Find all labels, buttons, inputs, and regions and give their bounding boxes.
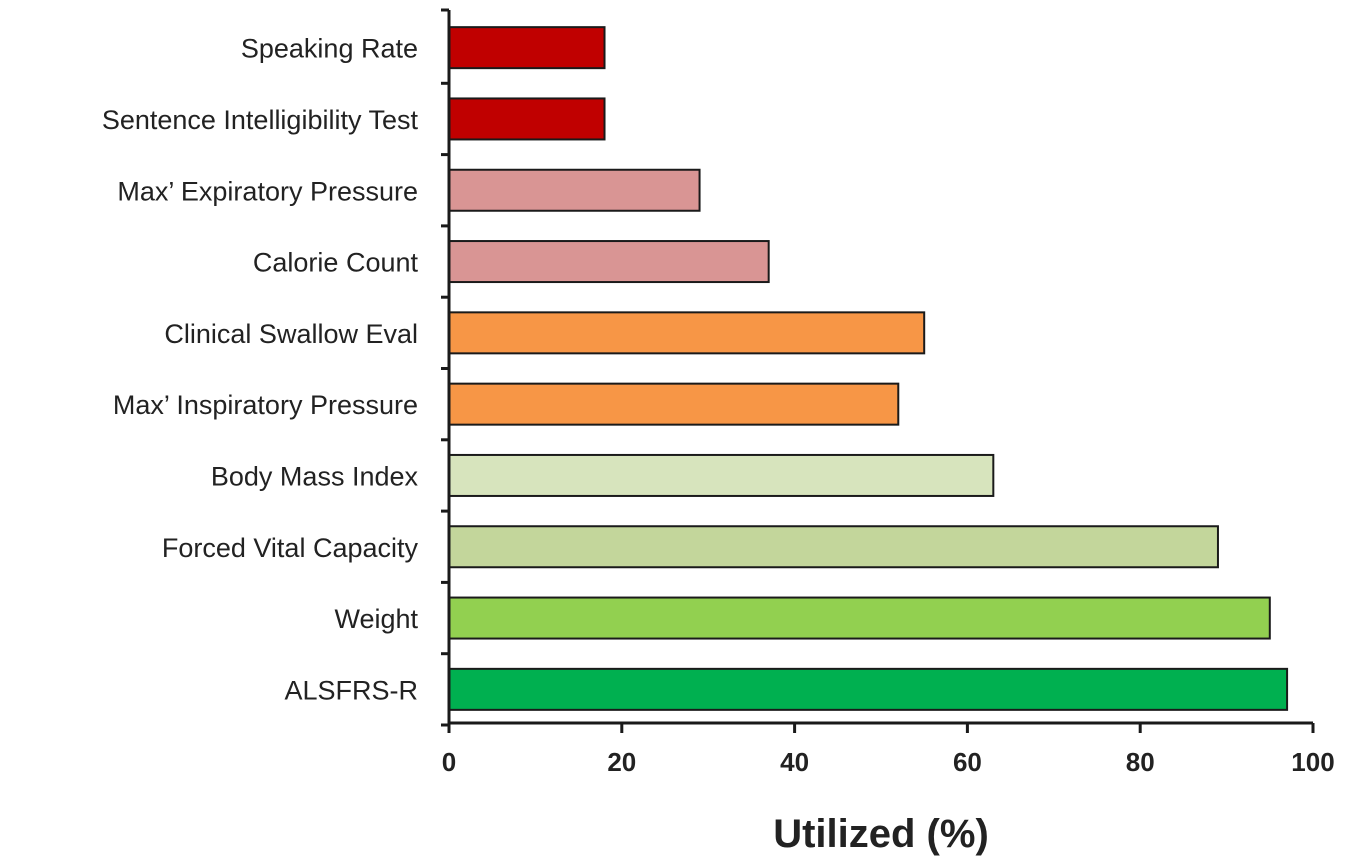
x-tick-label: 40 [780, 747, 809, 777]
category-label: Clinical Swallow Eval [164, 319, 418, 349]
bar-max-expiratory-pressure [449, 170, 700, 211]
x-tick-label: 0 [442, 747, 456, 777]
category-label: Max’ Inspiratory Pressure [113, 390, 418, 420]
category-label: Sentence Intelligibility Test [102, 105, 419, 135]
bars-group [449, 27, 1287, 710]
category-label: Weight [334, 604, 418, 634]
bar-max-inspiratory-pressure [449, 384, 898, 425]
bar-sentence-intelligibility-test [449, 98, 605, 139]
bar-calorie-count [449, 241, 769, 282]
category-label: Speaking Rate [241, 34, 418, 64]
category-label: Body Mass Index [211, 461, 419, 491]
bar-weight [449, 598, 1270, 639]
category-label: ALSFRS-R [284, 675, 418, 705]
x-ticks: 0 20 40 60 80 100 [442, 723, 1335, 777]
x-tick-label: 20 [607, 747, 636, 777]
x-tick-label: 100 [1291, 747, 1334, 777]
bar-body-mass-index [449, 455, 993, 496]
category-label: Max’ Expiratory Pressure [117, 176, 418, 206]
bar-forced-vital-capacity [449, 526, 1218, 567]
bar-speaking-rate [449, 27, 605, 68]
x-axis-title: Utilized (%) [773, 812, 989, 856]
category-label: Calorie Count [253, 248, 419, 278]
x-tick-label: 80 [1126, 747, 1155, 777]
category-labels: Speaking Rate Sentence Intelligibility Te… [102, 34, 419, 706]
bar-clinical-swallow-eval [449, 312, 924, 353]
category-label: Forced Vital Capacity [162, 533, 419, 563]
bar-alsfrs-r [449, 669, 1287, 710]
x-tick-label: 60 [953, 747, 982, 777]
